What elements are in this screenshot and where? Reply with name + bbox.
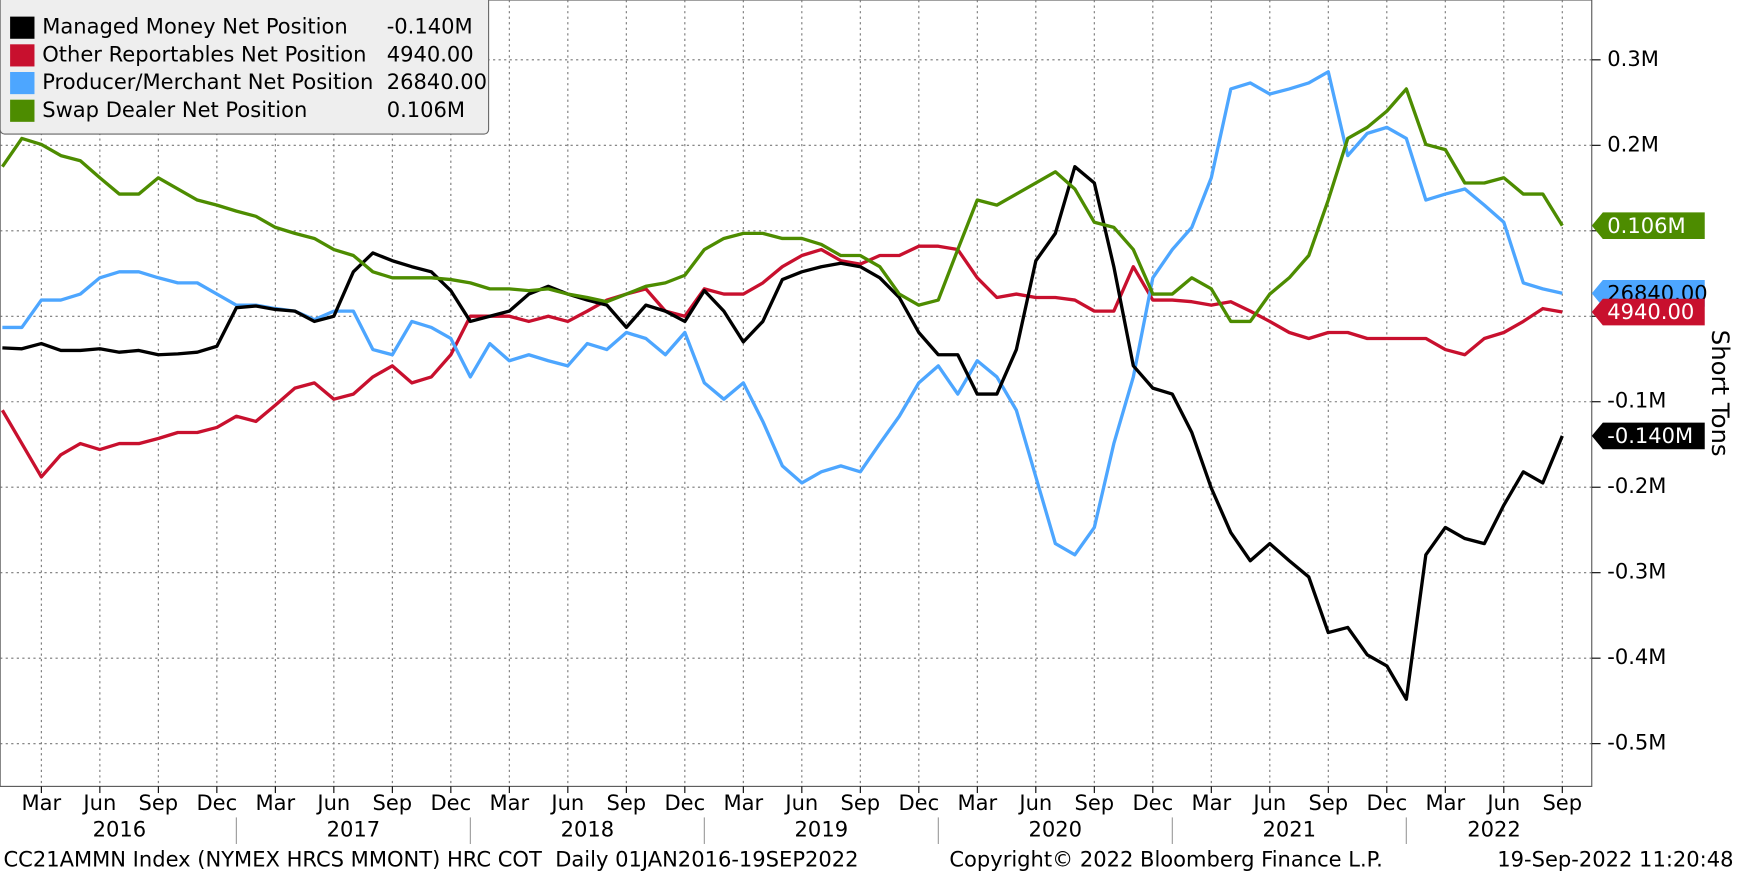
legend-label: Other Reportables Net Position (42, 41, 366, 66)
x-tick-label: Sep (139, 790, 179, 815)
y-tick-label: -0.4M (1607, 644, 1666, 669)
footer-center: Copyright© 2022 Bloomberg Finance L.P. (949, 847, 1382, 872)
legend: Managed Money Net Position -0.140M Other R… (0, 0, 490, 135)
x-tick-label: Sep (607, 790, 647, 815)
last-value-tag (1591, 298, 1705, 326)
legend-box (0, 0, 490, 135)
x-tick-label: Dec (1366, 790, 1407, 815)
x-tick-label: Mar (489, 790, 529, 815)
x-tick-label: Sep (373, 790, 413, 815)
legend-value: -0.140M (387, 14, 473, 39)
x-tick-label: Jun (81, 790, 116, 815)
y-tick-label: -0.2M (1607, 473, 1666, 498)
x-year-label: 2021 (1263, 817, 1317, 842)
x-year-label: 2019 (795, 817, 849, 842)
legend-value: 4940.00 (387, 41, 474, 66)
y-tick-label: 0.2M (1607, 131, 1659, 156)
x-tick-label: Dec (898, 790, 939, 815)
series-line (0, 87, 1564, 324)
x-year-label: 2018 (561, 817, 615, 842)
x-tick-label: Sep (841, 790, 881, 815)
x-year-label: 2017 (327, 817, 381, 842)
x-tick-label: Jun (1485, 790, 1520, 815)
legend-label: Managed Money Net Position (42, 14, 347, 39)
legend-value: 26840.00 (387, 69, 487, 94)
legend-label: Producer/Merchant Net Position (42, 69, 373, 94)
last-value-tag-label: 4940.00 (1607, 299, 1694, 324)
x-tick-label: Dec (1132, 790, 1173, 815)
legend-swatch (10, 99, 35, 122)
last-value-tag (1591, 422, 1705, 450)
legend-swatch (10, 16, 35, 39)
x-tick-label: Jun (1251, 790, 1286, 815)
x-tick-label: Mar (1191, 790, 1231, 815)
x-tick-label: Sep (1542, 790, 1582, 815)
x-tick-label: Mar (256, 790, 296, 815)
x-tick-label: Sep (1308, 790, 1348, 815)
y-tick-label: -0.5M (1607, 730, 1666, 755)
x-tick-label: Jun (549, 790, 584, 815)
x-tick-label: Mar (723, 790, 763, 815)
legend-value: 0.106M (387, 97, 465, 122)
x-tick-label: Dec (664, 790, 705, 815)
legend-swatch (10, 71, 35, 95)
legend-label: Swap Dealer Net Position (42, 97, 307, 122)
x-tick-label: Dec (430, 790, 471, 815)
last-value-tag (1591, 212, 1705, 239)
series-line (0, 244, 1563, 479)
x-year-label: 2020 (1029, 817, 1083, 842)
x-tick-label: Mar (22, 790, 62, 815)
x-year-label: 2016 (93, 817, 147, 842)
x-year-label: 2022 (1467, 817, 1521, 842)
y-tick-label: -0.3M (1607, 559, 1666, 584)
x-tick-label: Sep (1074, 790, 1114, 815)
y-tick-label: 0.3M (1607, 46, 1659, 71)
last-value-tag-label: 0.106M (1607, 213, 1685, 238)
footer-right: 19-Sep-2022 11:20:48 (1497, 847, 1733, 872)
y-axis-title: Short Tons (1706, 330, 1735, 457)
x-tick-label: Jun (1017, 790, 1052, 815)
last-value-tag-label: -0.140M (1607, 423, 1693, 448)
legend-swatch (10, 44, 35, 67)
y-tick-label: -0.1M (1607, 388, 1666, 413)
x-tick-label: Mar (957, 790, 997, 815)
x-tick-label: Mar (1425, 790, 1465, 815)
series-line (2, 165, 1564, 701)
x-tick-label: Jun (783, 790, 818, 815)
x-tick-label: Jun (315, 790, 350, 815)
x-tick-label: Dec (196, 790, 237, 815)
footer-left: CC21AMMN Index (NYMEX HRCS MMONT) HRC CO… (3, 847, 858, 872)
